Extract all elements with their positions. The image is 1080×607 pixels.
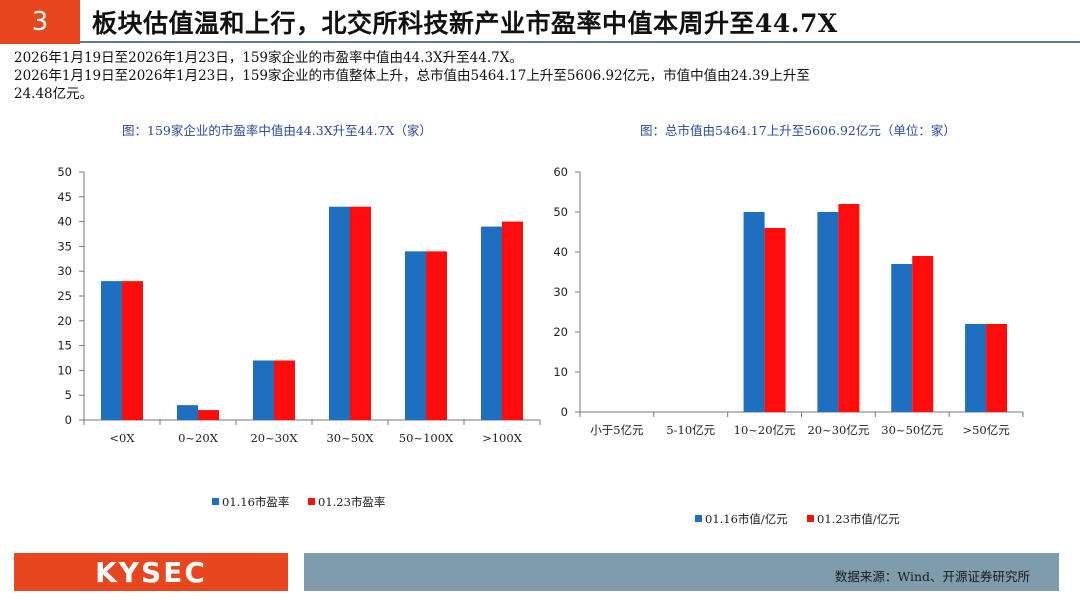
y-tick-label: 15 <box>57 339 72 353</box>
y-tick-label: 35 <box>57 239 72 253</box>
y-tick-label: 50 <box>57 165 72 179</box>
x-tick-label: <0X <box>109 431 135 445</box>
y-tick-label: 10 <box>553 365 568 379</box>
legend-swatch-2 <box>807 515 814 522</box>
bar-series2-3 <box>350 206 371 420</box>
section-number: 3 <box>0 0 80 44</box>
y-tick-label: 60 <box>553 165 568 179</box>
bar-series2-2 <box>274 360 295 420</box>
bar-series2-5 <box>986 324 1008 412</box>
legend-label-1: 01.16市值/亿元 <box>705 512 788 526</box>
y-tick-label: 20 <box>57 314 72 328</box>
summary-line-2: 2026年1月19日至2026年1月23日，159家企业的市值整体上升，总市值由… <box>14 68 810 84</box>
kysec-logo: KYSEC <box>14 553 288 591</box>
x-tick-label: 10~20亿元 <box>734 423 796 437</box>
x-tick-label: 小于5亿元 <box>590 423 644 437</box>
summary-line-3: 24.48亿元。 <box>14 86 94 102</box>
x-tick-label: 0~20X <box>178 431 219 445</box>
y-tick-label: 20 <box>553 325 568 339</box>
bar-series2-1 <box>198 410 219 420</box>
y-tick-label: 5 <box>65 388 72 402</box>
bar-series2-0 <box>122 281 143 420</box>
bar-series2-2 <box>764 228 786 412</box>
legend-swatch-1 <box>695 515 702 522</box>
summary-text: 2026年1月19日至2026年1月23日，159家企业的市盈率中值由44.3X… <box>14 49 1074 103</box>
bar-series1-3 <box>329 206 350 420</box>
bar-series2-3 <box>838 204 860 412</box>
chart-2-title: 图：总市值由5464.17上升至5606.92亿元（单位：家） <box>640 123 956 138</box>
y-tick-label: 40 <box>57 215 72 229</box>
x-tick-label: 50~100X <box>399 431 454 445</box>
y-tick-label: 10 <box>57 363 72 377</box>
bar-series2-4 <box>912 256 934 412</box>
x-tick-label: 20~30亿元 <box>807 423 869 437</box>
bar-series1-4 <box>405 251 426 420</box>
y-tick-label: 30 <box>553 285 568 299</box>
footer-bar <box>304 553 1059 591</box>
bar-series1-1 <box>177 405 198 420</box>
x-tick-label: 30~50亿元 <box>881 423 943 437</box>
x-tick-label: 20~30X <box>250 431 298 445</box>
x-tick-label: 30~50X <box>326 431 374 445</box>
y-tick-label: 0 <box>561 405 568 419</box>
x-tick-label: >50亿元 <box>962 423 1010 437</box>
legend-swatch-2 <box>308 498 315 505</box>
summary-line-1: 2026年1月19日至2026年1月23日，159家企业的市盈率中值由44.3X… <box>14 50 523 66</box>
bar-series2-5 <box>502 221 523 420</box>
bar-series1-5 <box>481 226 502 420</box>
legend-label-1: 01.16市盈率 <box>222 495 289 509</box>
bar-series1-3 <box>817 212 839 412</box>
y-tick-label: 45 <box>57 190 72 204</box>
chart-1-title: 图：159家企业的市盈率中值由44.3X升至44.7X（家） <box>122 123 432 138</box>
page-title: 板块估值温和上行，北交所科技新产业市盈率中值本周升至44.7X <box>92 9 838 38</box>
title-bar: 3 板块估值温和上行，北交所科技新产业市盈率中值本周升至44.7X <box>0 0 1080 44</box>
y-tick-label: 30 <box>57 264 72 278</box>
x-tick-label: 5-10亿元 <box>666 423 715 437</box>
y-tick-label: 50 <box>553 205 568 219</box>
bar-series2-4 <box>426 251 447 420</box>
x-tick-label: >100X <box>482 431 523 445</box>
legend-label-2: 01.23市值/亿元 <box>817 512 900 526</box>
y-tick-label: 25 <box>57 289 72 303</box>
title-divider <box>80 41 1080 43</box>
bar-series1-4 <box>891 264 913 412</box>
bar-series1-2 <box>253 360 274 420</box>
bar-series1-0 <box>101 281 122 420</box>
bar-series1-2 <box>743 212 765 412</box>
legend-label-2: 01.23市盈率 <box>318 495 385 509</box>
y-tick-label: 0 <box>65 413 72 427</box>
bar-series1-5 <box>965 324 987 412</box>
legend-swatch-1 <box>212 498 219 505</box>
y-tick-label: 40 <box>553 245 568 259</box>
data-source: 数据来源：Wind、开源证券研究所 <box>834 569 1030 584</box>
